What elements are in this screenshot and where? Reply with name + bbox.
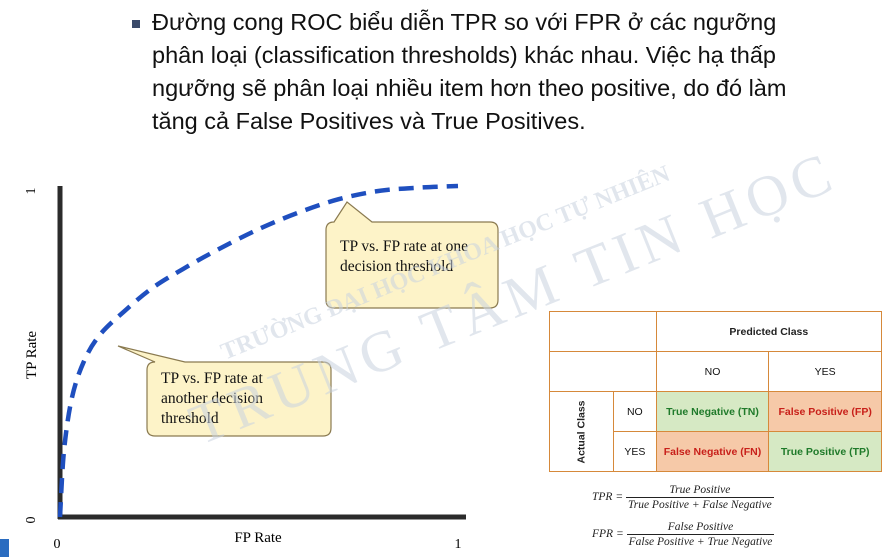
tpr-fraction: True Positive True Positive + False Nega… [625, 484, 774, 511]
fpr-formula: FPR = False Positive False Positive + Tr… [592, 521, 775, 548]
matrix-empty-cell [549, 351, 657, 392]
cell-true-positive: True Positive (TP) [768, 431, 882, 472]
fpr-denominator: False Positive + True Negative [628, 536, 773, 548]
roc-chart-svg: 1 0 0 1 FP Rate TP Rate [24, 183, 499, 552]
roc-curve-line [57, 183, 459, 518]
roc-chart: 1 0 0 1 FP Rate TP Rate TP vs. FP rate a… [0, 170, 520, 557]
cell-false-positive: False Positive (FP) [768, 391, 882, 432]
matrix-corner-cell [549, 311, 657, 352]
x-tick-label-left: 0 [54, 537, 61, 552]
y-axis-title: TP Rate [24, 331, 40, 380]
callout-upper [325, 201, 499, 309]
callout-lower [117, 345, 332, 437]
tpr-numerator: True Positive [625, 484, 774, 498]
fpr-fraction: False Positive False Positive + True Neg… [626, 521, 775, 548]
actual-class-header: Actual Class [548, 391, 615, 472]
y-tick-label-bottom: 0 [24, 517, 39, 524]
row-header-yes: YES [613, 431, 657, 472]
y-tick-label-top: 1 [24, 188, 39, 195]
predicted-class-header: Predicted Class [655, 311, 882, 352]
col-header-yes: YES [768, 351, 882, 392]
bullet-text: Đường cong ROC biểu diễn TPR so với FPR … [152, 9, 787, 134]
tpr-label: TPR = [592, 491, 624, 504]
callout-upper-text: TP vs. FP rate at one decision threshold [340, 238, 469, 275]
callout-lower-text: TP vs. FP rate at another decision thres… [161, 370, 264, 427]
row-header-no: NO [613, 391, 657, 432]
col-header-no: NO [655, 351, 770, 392]
fpr-numerator: False Positive [626, 521, 775, 535]
tpr-formula: TPR = True Positive True Positive + Fals… [592, 484, 774, 511]
x-tick-label-right: 1 [455, 537, 462, 552]
confusion-matrix: Predicted Class NO YES Actual Class NO T… [548, 311, 882, 472]
tpr-denominator: True Positive + False Negative [627, 499, 772, 511]
bullet-marker-icon [132, 20, 140, 28]
fpr-label: FPR = [592, 528, 624, 541]
x-axis-title: FP Rate [234, 530, 282, 546]
logo-corner-icon [0, 539, 9, 557]
cell-false-negative: False Negative (FN) [655, 431, 770, 472]
cell-true-negative: True Negative (TN) [655, 391, 770, 432]
